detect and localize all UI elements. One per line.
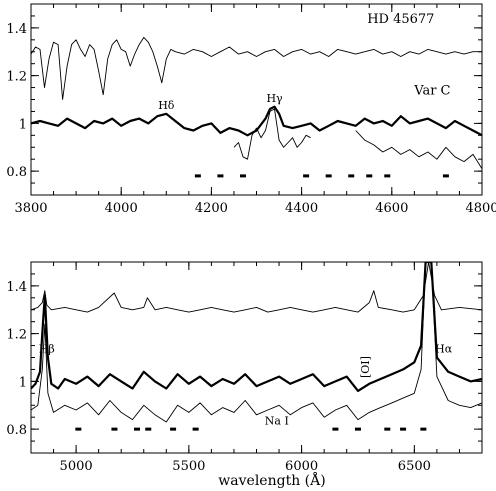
bottom-panel: 5000 5500 6000 6500 0.8 1 1.2 1.4 Hβ Hα [OI] Na I [6,261,483,474]
spectrum-series-2 [233,108,311,160]
plot-frame [30,3,483,196]
x-tick-label: 4000 [105,201,138,216]
y-tick-label: 1 [19,375,27,390]
annotation-label: HD 45677 [367,12,434,27]
annotation-label: Hδ [158,99,175,112]
x-axis-label: wavelength (Å) [218,471,325,489]
plot-frame [30,261,483,454]
y-tick-label: 1.2 [6,70,27,85]
top-panel: 3800 4000 4200 4400 4600 4800 0.8 1 1.2 1.4 HD 456… [6,3,496,216]
spectrum-series-0 [31,262,482,313]
x-tick-label: 4800 [465,201,496,216]
x-tick-label: 4200 [195,201,228,216]
annotation-label: Hβ [39,343,55,356]
spectrum-series-0 [31,36,482,100]
annotation-label: Var C [413,84,450,99]
y-tick-label: 0.8 [6,165,27,180]
annotation-label: [OI] [359,356,372,378]
x-tick-label: 5500 [172,459,205,474]
y-tick-label: 1.4 [6,280,27,295]
x-tick-label: 6500 [398,459,431,474]
annotation-label: Na I [265,414,289,427]
y-tick-label: 1.2 [6,328,27,343]
spectrum-series-2 [31,262,482,423]
x-tick-label: 5000 [60,459,93,474]
annotation-label: Hα [435,343,453,356]
spectrum-series-3 [355,130,482,169]
spectrum-series-1 [31,105,482,137]
x-tick-label: 4400 [285,201,318,216]
y-tick-label: 1.4 [6,22,27,37]
x-tick-label: 6000 [285,459,318,474]
y-tick-label: 0.8 [6,423,27,438]
annotation-label: Hγ [266,92,283,105]
x-tick-label: 3800 [14,201,47,216]
y-tick-label: 1 [19,117,27,132]
x-tick-label: 4600 [375,201,408,216]
spectrum-series-1 [31,262,482,392]
